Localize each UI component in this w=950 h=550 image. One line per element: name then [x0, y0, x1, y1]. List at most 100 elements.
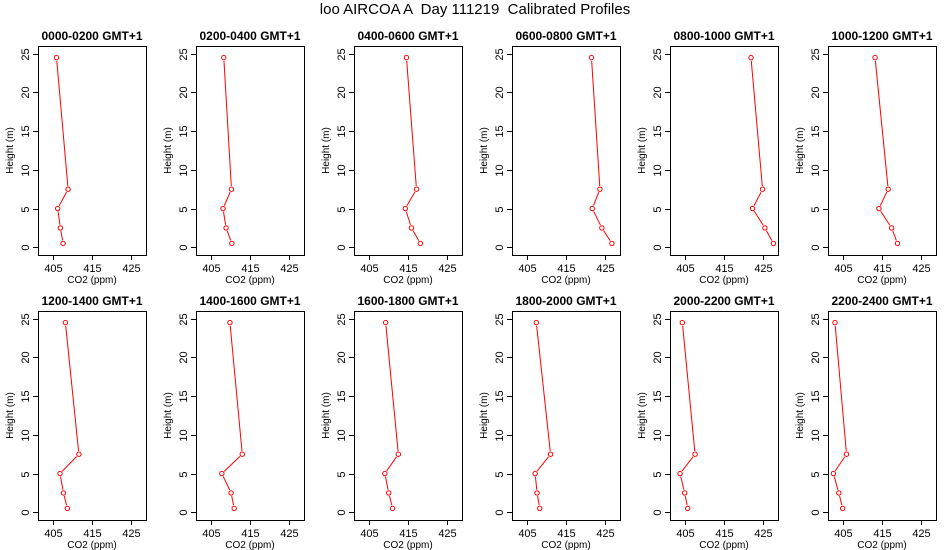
data-point — [65, 186, 71, 192]
profile-line-segment — [406, 60, 417, 187]
data-point — [62, 319, 69, 326]
profile-line-segment — [231, 495, 235, 506]
data-point — [679, 319, 686, 326]
y-tick-label: 25 — [20, 313, 32, 325]
profile-panel: 1600-1800 GMT+1 405 415 425 0 5 10 15 20 25 CO2 (p… — [321, 294, 463, 550]
x-axis-label: CO2 (ppm) — [699, 540, 748, 550]
y-tick-label: 10 — [652, 164, 664, 176]
profile-panel: 1200-1400 GMT+1 405 415 425 0 5 10 15 20 25 CO2 (p… — [5, 294, 147, 550]
x-tick-label: 405 — [676, 263, 694, 275]
x-tick-label: 405 — [44, 263, 62, 275]
profile-line-segment — [229, 325, 243, 452]
y-tick-label: 0 — [336, 509, 348, 515]
y-tick-label: 5 — [20, 206, 32, 212]
panel-title: 1800-2000 GMT+1 — [515, 294, 616, 308]
x-tick-label: 425 — [438, 528, 456, 540]
data-point — [221, 54, 227, 61]
profile-line-segment — [592, 191, 600, 206]
data-point — [534, 490, 540, 496]
data-point — [402, 205, 408, 212]
data-point — [54, 205, 61, 212]
y-tick-label: 5 — [494, 471, 506, 477]
y-tick-label: 10 — [20, 164, 32, 176]
y-axis-label: Height (m) — [637, 392, 648, 439]
y-axis-label: Height (m) — [795, 127, 806, 174]
profile-line-segment — [682, 325, 696, 452]
profile-line-segment — [753, 191, 762, 206]
data-point — [220, 205, 226, 212]
data-point — [57, 470, 63, 477]
y-tick-label: 10 — [494, 164, 506, 176]
data-point — [677, 470, 683, 477]
x-tick-label: 425 — [754, 263, 772, 275]
y-tick-label: 10 — [810, 164, 822, 176]
x-tick-label: 405 — [834, 263, 852, 275]
data-point — [229, 240, 235, 247]
y-tick-label: 10 — [178, 429, 190, 441]
profile-panel: 1400-1600 GMT+1 405 415 425 0 5 10 15 20 25 CO2 (p… — [163, 294, 305, 550]
profile-line-segment — [880, 210, 891, 226]
y-tick-label: 15 — [652, 125, 664, 137]
data-point — [382, 319, 389, 326]
data-point — [832, 319, 838, 326]
y-tick-label: 10 — [810, 429, 822, 441]
y-tick-label: 15 — [20, 390, 32, 402]
x-tick-label: 415 — [241, 528, 259, 540]
y-axis-label: Height (m) — [479, 127, 490, 174]
y-tick-label: 5 — [494, 206, 506, 212]
y-tick-label: 0 — [810, 509, 822, 515]
profile-line-segment — [536, 456, 549, 472]
profile-line-segment — [874, 60, 889, 187]
y-tick-label: 20 — [810, 86, 822, 98]
y-tick-label: 5 — [336, 206, 348, 212]
profile-line-segment — [61, 456, 78, 472]
data-point — [219, 470, 225, 477]
data-point — [685, 505, 691, 512]
panel-title: 0800-1000 GMT+1 — [673, 29, 774, 43]
y-tick-label: 15 — [494, 125, 506, 137]
data-point — [759, 186, 766, 192]
plot-frame — [38, 46, 147, 256]
y-tick-label: 25 — [336, 48, 348, 60]
panel-title: 0400-0600 GMT+1 — [357, 29, 458, 43]
data-point — [547, 451, 554, 457]
data-point — [597, 186, 603, 192]
data-point — [830, 470, 837, 477]
data-point — [876, 205, 882, 212]
data-point — [839, 505, 846, 512]
y-tick-label: 15 — [652, 390, 664, 402]
data-point — [770, 240, 777, 247]
y-tick-label: 15 — [810, 125, 822, 137]
profile-line-segment — [833, 476, 839, 490]
profile-line-segment — [405, 211, 411, 226]
x-axis-label: CO2 (ppm) — [383, 540, 432, 550]
y-tick-label: 5 — [810, 471, 822, 477]
profile-line-segment — [834, 325, 847, 452]
data-point — [64, 505, 71, 512]
profile-line-segment — [536, 325, 551, 452]
y-tick-label: 5 — [810, 206, 822, 212]
plot-frame — [828, 46, 937, 256]
panel-title: 2000-2200 GMT+1 — [673, 294, 774, 308]
y-tick-label: 0 — [20, 509, 32, 515]
profile-panel: 0200-0400 GMT+1 405 415 425 0 5 10 15 20 25 CO2 (p… — [163, 29, 305, 286]
plot-frame — [354, 311, 463, 521]
data-point — [843, 451, 850, 457]
profile-line-segment — [765, 230, 773, 241]
data-point — [836, 490, 842, 496]
x-tick-label: 405 — [518, 528, 536, 540]
x-tick-label: 425 — [122, 528, 140, 540]
profile-line-segment — [223, 60, 232, 187]
y-tick-label: 10 — [178, 164, 190, 176]
x-axis-label: CO2 (ppm) — [383, 275, 432, 286]
x-tick-label: 405 — [44, 528, 62, 540]
y-tick-label: 25 — [178, 313, 190, 325]
profile-line-segment — [63, 495, 68, 506]
data-point — [588, 54, 595, 61]
profile-line-segment — [226, 230, 232, 241]
x-axis-label: CO2 (ppm) — [857, 540, 906, 550]
profile-line-segment — [603, 230, 611, 241]
y-axis-label: Height (m) — [637, 127, 648, 174]
y-tick-label: 25 — [810, 313, 822, 325]
